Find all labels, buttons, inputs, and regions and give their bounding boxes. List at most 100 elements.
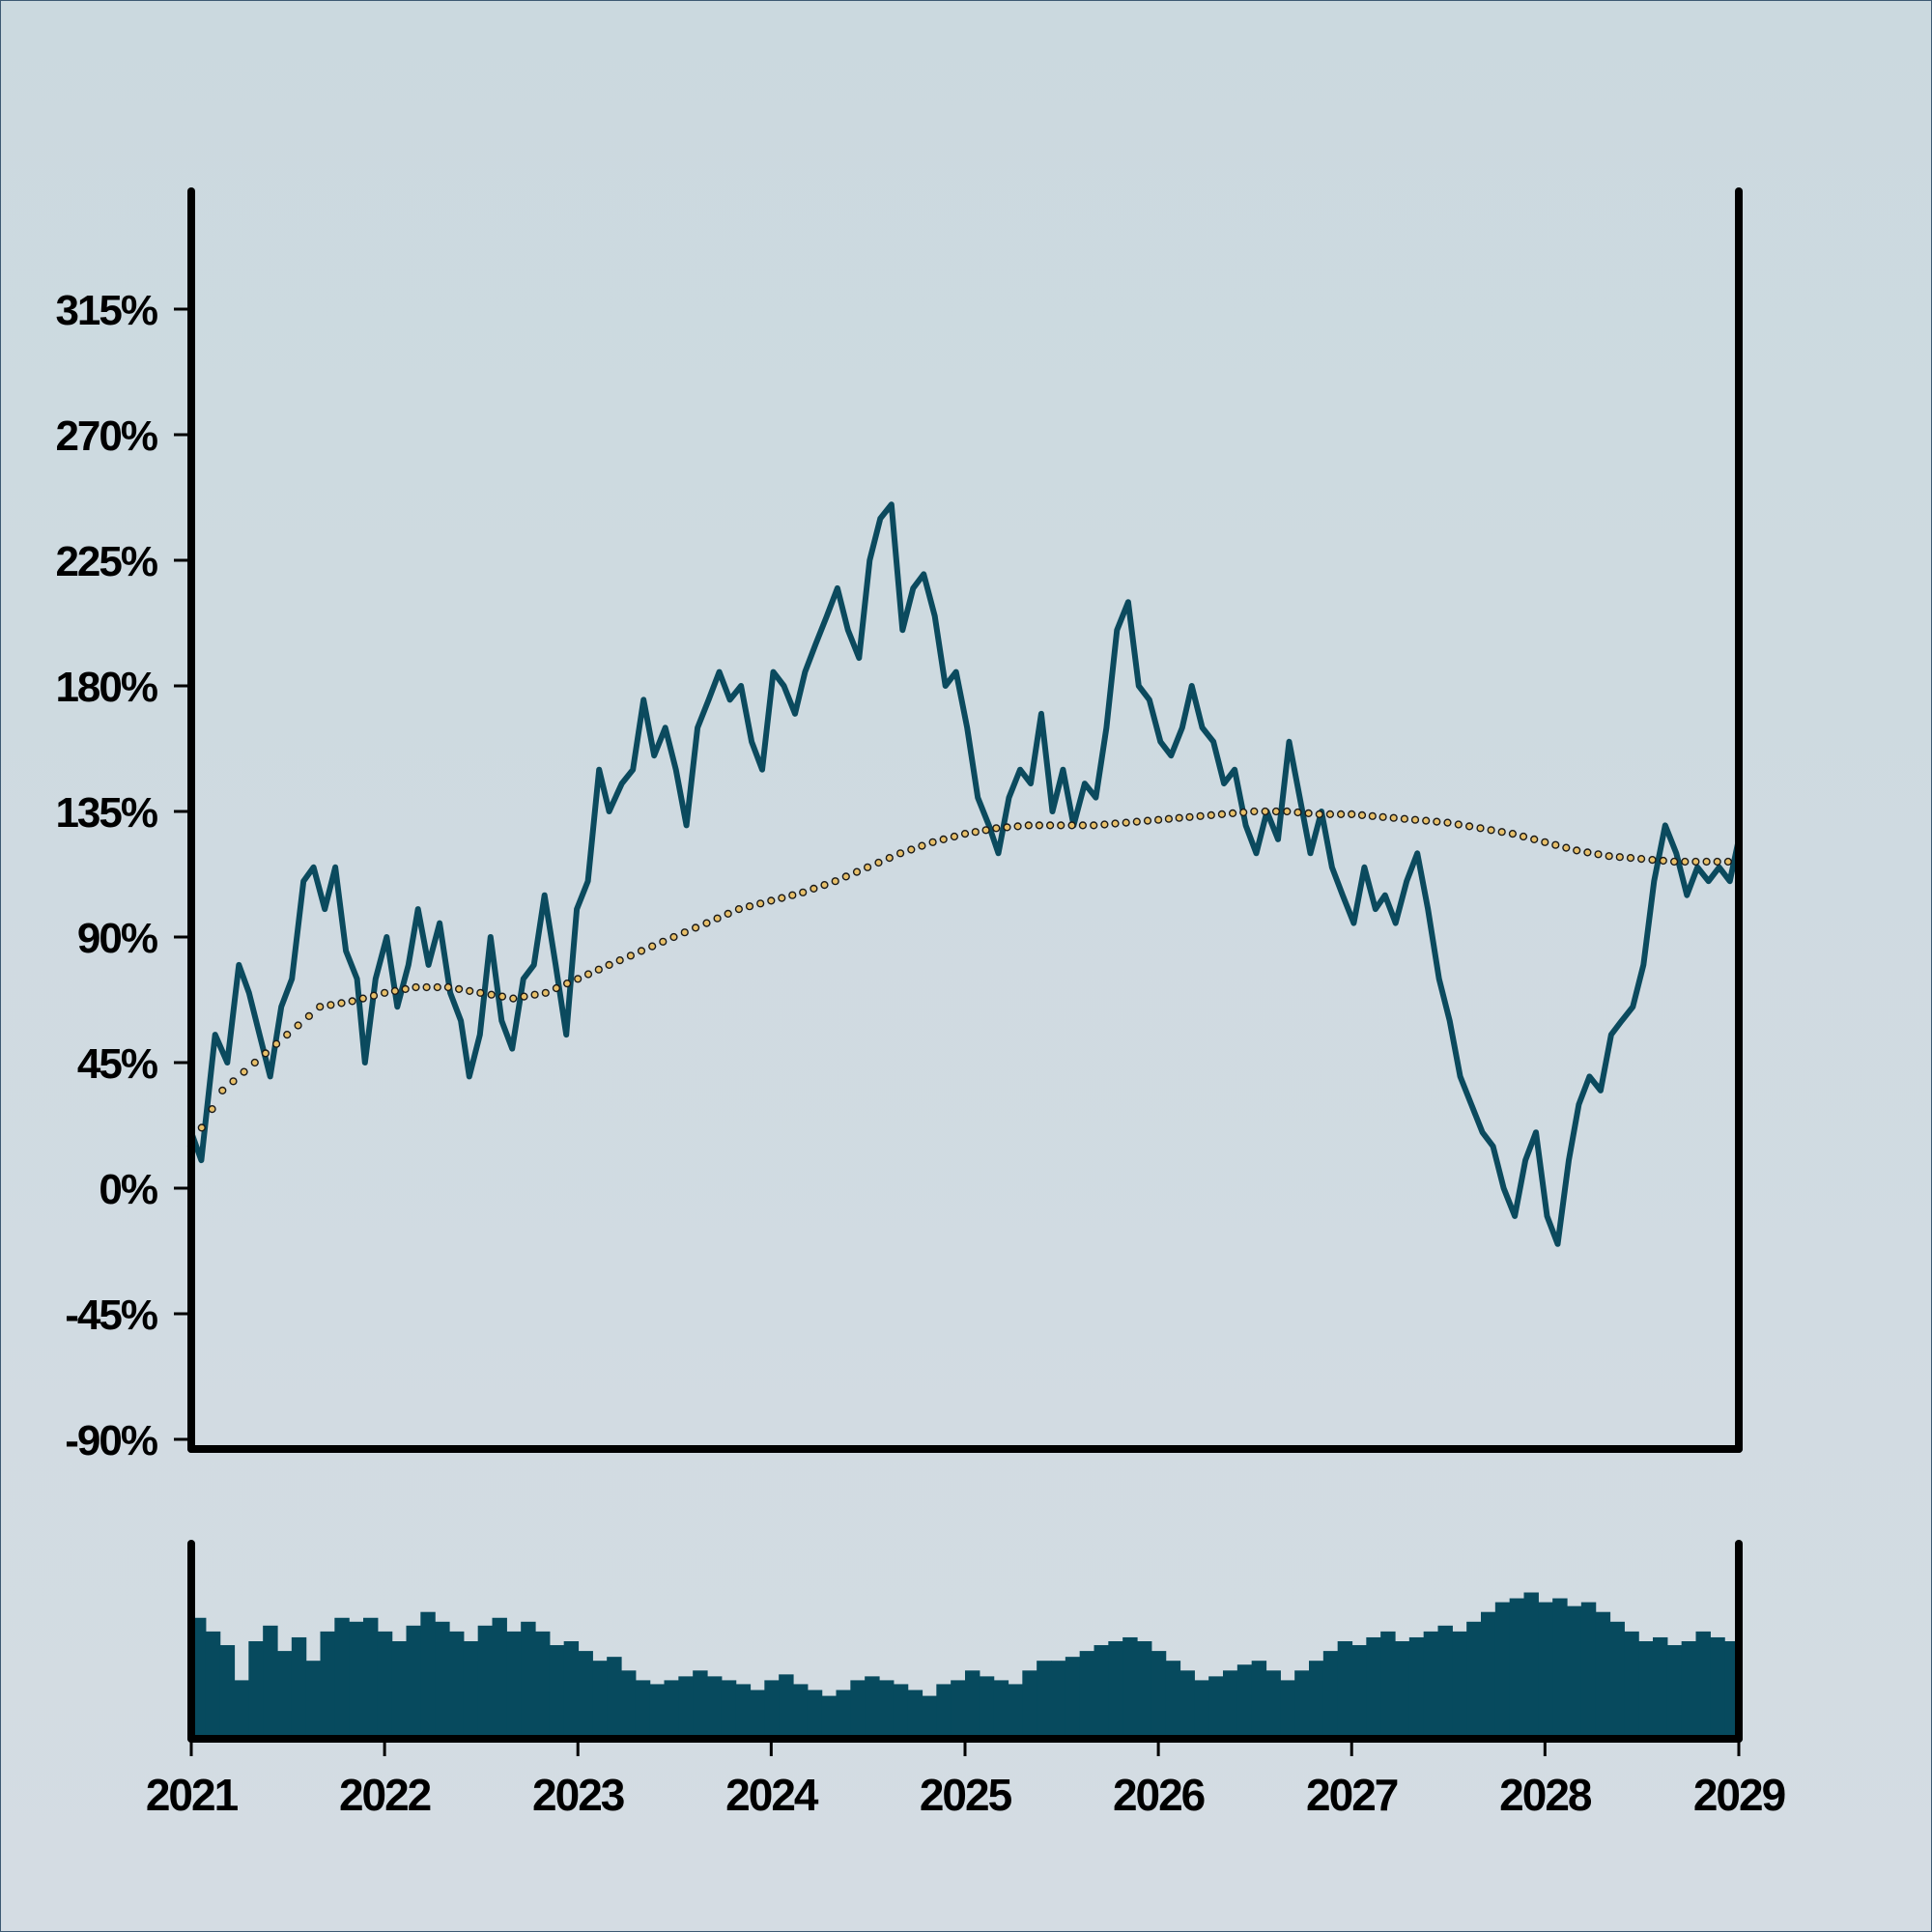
volume-bar — [477, 1625, 494, 1739]
volume-bar — [277, 1651, 293, 1739]
y-tick-label: 315% — [55, 287, 156, 334]
moving-average-point — [1519, 832, 1528, 841]
moving-average-point — [250, 1058, 259, 1067]
moving-average-point — [1045, 821, 1055, 830]
moving-average-point — [1003, 823, 1011, 832]
moving-average-point — [487, 990, 496, 999]
moving-average-point — [1573, 846, 1581, 855]
moving-average-point — [648, 942, 657, 951]
volume-bar — [1051, 1661, 1066, 1739]
volume-bar — [1208, 1676, 1224, 1739]
volume-bar — [1194, 1680, 1209, 1739]
moving-average-point — [412, 982, 420, 992]
moving-average-point — [767, 896, 776, 905]
volume-bar — [1595, 1611, 1611, 1739]
moving-average-point — [1132, 817, 1141, 826]
volume-bar — [1351, 1645, 1367, 1739]
moving-average-point — [981, 826, 990, 835]
volume-bar — [549, 1645, 565, 1739]
volume-bar — [1494, 1602, 1511, 1739]
volume-bar — [563, 1641, 580, 1739]
moving-average-point — [443, 982, 453, 992]
volume-bar — [334, 1617, 350, 1739]
moving-average-point — [1153, 815, 1163, 824]
volume-bar — [1236, 1664, 1253, 1739]
volume-bar — [363, 1617, 379, 1739]
volume-bar — [936, 1684, 952, 1739]
volume-bar — [750, 1690, 765, 1739]
moving-average-point — [659, 937, 668, 946]
moving-average-point — [1293, 808, 1302, 817]
moving-average-point — [574, 975, 582, 983]
volume-bar — [1265, 1670, 1281, 1739]
volume-bar — [492, 1617, 507, 1739]
volume-bar — [535, 1631, 551, 1739]
moving-average-point — [552, 983, 561, 993]
volume-bar — [1567, 1605, 1582, 1739]
axes — [187, 187, 1743, 1743]
volume-bar — [1638, 1641, 1654, 1739]
moving-average-point — [1464, 822, 1474, 831]
volume-bar — [1395, 1641, 1410, 1739]
moving-average-point — [530, 990, 539, 999]
moving-average-point — [422, 982, 431, 992]
moving-average-point — [272, 1039, 281, 1048]
moving-average-point — [1057, 821, 1065, 830]
moving-average-point — [1659, 856, 1667, 866]
moving-average-point — [724, 909, 732, 919]
moving-average-point — [810, 884, 818, 894]
moving-average-point — [1594, 850, 1603, 859]
volume-bar — [1580, 1602, 1597, 1739]
volume-bar — [721, 1680, 737, 1739]
moving-average-point — [691, 923, 700, 932]
moving-average-point — [369, 991, 379, 1000]
moving-average-point — [605, 960, 613, 970]
moving-average-point — [1111, 819, 1120, 828]
x-tick-label: 2022 — [339, 1770, 431, 1820]
moving-average-point — [541, 988, 550, 997]
y-tick-label: 0% — [99, 1166, 156, 1213]
volume-bar — [879, 1680, 895, 1739]
volume-bar — [377, 1631, 393, 1739]
volume-bar — [1137, 1641, 1152, 1739]
volume-bar — [836, 1690, 851, 1739]
volume-bar — [349, 1621, 364, 1739]
moving-average-point — [229, 1077, 238, 1086]
moving-average-point — [1122, 818, 1130, 827]
moving-average-point — [1713, 857, 1721, 867]
moving-average-point — [316, 1003, 325, 1011]
moving-average-point — [1487, 826, 1495, 835]
y-tick-label: -45% — [65, 1292, 157, 1339]
x-axis-ticks: 2021 2022 2023 2024 2025 2026 2027 2028 2029 — [146, 1739, 1787, 1820]
moving-average-point — [615, 955, 624, 965]
volume-bar — [979, 1676, 995, 1739]
moving-average-point — [1078, 821, 1088, 830]
moving-average-point — [1669, 857, 1679, 867]
moving-average-point — [1035, 821, 1044, 830]
moving-average-point — [1691, 857, 1700, 867]
volume-bar — [592, 1661, 608, 1739]
volume-bar — [1666, 1645, 1683, 1739]
x-tick-label: 2024 — [725, 1770, 819, 1820]
volume-bar — [320, 1631, 335, 1739]
price-line — [188, 501, 1742, 1247]
moving-average-point — [734, 904, 744, 914]
moving-average-point — [1454, 820, 1463, 829]
volume-bar — [1538, 1602, 1553, 1739]
moving-average-point — [1648, 855, 1657, 865]
volume-bar — [435, 1621, 450, 1739]
y-tick-label: 180% — [55, 664, 156, 711]
moving-average-point — [476, 988, 485, 997]
volume-bar — [793, 1684, 809, 1739]
moving-average-point — [348, 997, 356, 1006]
moving-average-point — [1271, 807, 1281, 816]
moving-average-point — [1530, 835, 1539, 844]
moving-average-point — [1090, 821, 1098, 830]
volume-bar — [234, 1680, 249, 1739]
moving-average-point — [907, 845, 916, 854]
moving-average-point — [583, 970, 593, 979]
moving-average-point — [509, 994, 518, 1003]
x-tick-label: 2027 — [1306, 1770, 1398, 1820]
moving-average-point — [874, 858, 883, 867]
